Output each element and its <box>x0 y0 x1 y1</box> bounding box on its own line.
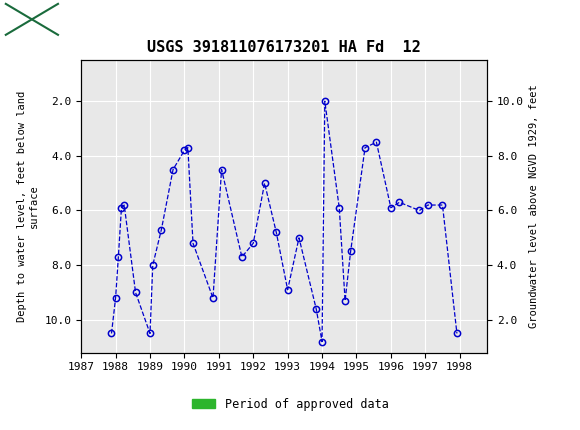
Legend: Period of approved data: Period of approved data <box>187 393 393 415</box>
Bar <box>6 4 58 35</box>
Text: USGS: USGS <box>70 9 129 28</box>
Y-axis label: Groundwater level above NGVD 1929, feet: Groundwater level above NGVD 1929, feet <box>530 85 539 328</box>
Y-axis label: Depth to water level, feet below land
surface: Depth to water level, feet below land su… <box>17 91 39 322</box>
Title: USGS 391811076173201 HA Fd  12: USGS 391811076173201 HA Fd 12 <box>147 40 421 55</box>
